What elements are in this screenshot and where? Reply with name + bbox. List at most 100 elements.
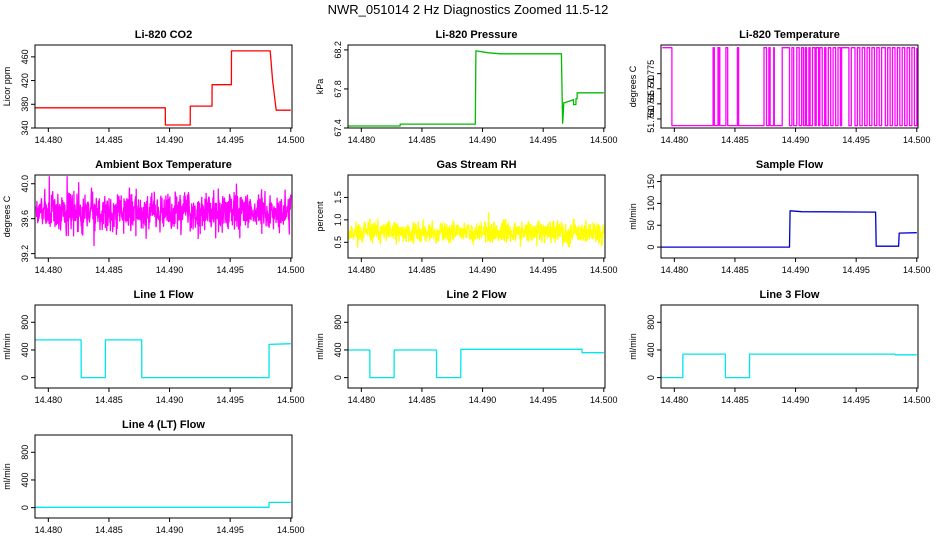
x-tick-label: 14.495: [842, 395, 870, 405]
y-tick-label: 400: [20, 342, 30, 357]
y-tick-label: 400: [20, 472, 30, 487]
x-tick-label: 14.500: [277, 395, 305, 405]
x-tick-label: 14.495: [842, 265, 870, 275]
x-tick-label: 14.485: [721, 265, 749, 275]
y-tick-label: 800: [20, 445, 30, 460]
chart-line-4-lt-flow: Line 4 (LT) Flow ml/min 14.480 14.485 14.490…: [2, 419, 305, 535]
series-line-pressure: [348, 50, 604, 127]
y-tick-label: 1.5: [333, 191, 343, 204]
x-tick-label: 14.490: [156, 525, 184, 535]
y-tick-label: 39.6: [20, 210, 30, 228]
x-tick-label: 14.480: [348, 265, 376, 275]
chart-gas-stream-rh: Gas Stream RH percent 14.480 14.485 14.490 14…: [315, 159, 618, 275]
x-tick-label: 14.500: [277, 135, 305, 145]
y-tick-label: 800: [20, 315, 30, 330]
y-tick-label: 400: [333, 342, 343, 357]
y-axis-label: degrees C: [2, 195, 12, 237]
chart-title: Li-820 Temperature: [739, 29, 840, 41]
y-axis-label: Licor ppm: [2, 67, 12, 107]
series-line-rh: [348, 211, 605, 248]
chart-line-3-flow: Line 3 Flow ml/min 14.480 14.485 14.490 14.49…: [628, 289, 931, 405]
y-tick-label: 1.0: [333, 214, 343, 227]
series-line-line-4: [35, 501, 291, 508]
plot-frame: [347, 174, 606, 259]
x-tick-label: 14.495: [529, 265, 557, 275]
x-tick-label: 14.495: [842, 135, 870, 145]
y-tick-label: 380: [20, 97, 30, 112]
x-tick-label: 14.485: [95, 525, 123, 535]
y-axis-label: ml/min: [2, 463, 12, 490]
x-tick-label: 14.500: [903, 395, 931, 405]
plot-frame: [660, 304, 919, 389]
series-line-line-3: [661, 353, 917, 379]
x-tick-label: 14.480: [661, 135, 689, 145]
x-tick-label: 14.480: [661, 395, 689, 405]
plot-area: [348, 50, 604, 127]
chart-sample-flow: Sample Flow ml/min 14.480 14.485 14.490 14.49…: [628, 159, 931, 275]
chart-title: Ambient Box Temperature: [95, 159, 232, 171]
x-tick-label: 14.495: [529, 395, 557, 405]
x-tick-label: 14.490: [156, 395, 184, 405]
x-tick-label: 14.485: [408, 265, 436, 275]
plot-area: [35, 50, 291, 126]
y-tick-label: 40.0: [20, 175, 30, 193]
chart-title: Gas Stream RH: [436, 159, 516, 171]
y-tick-label: 0: [20, 505, 30, 510]
chart-title: Sample Flow: [756, 159, 824, 171]
plot-area: [35, 339, 291, 379]
x-tick-label: 14.495: [216, 395, 244, 405]
x-tick-label: 14.500: [590, 135, 618, 145]
chart-li-820-co2: Li-820 CO2 Licor ppm 14.480 14.485 14.490 14.…: [2, 29, 305, 145]
chart-title: Li-820 CO2: [135, 29, 192, 41]
y-axis-label: percent: [315, 201, 325, 232]
x-tick-label: 14.485: [95, 135, 123, 145]
y-tick-label: 51.775: [646, 60, 656, 88]
plot-frame: [347, 44, 606, 129]
figure-title: NWR_051014 2 Hz Diagnostics Zoomed 11.5-…: [327, 2, 609, 17]
y-tick-label: 800: [646, 315, 656, 330]
plot-frame: [660, 174, 919, 259]
y-axis-label: ml/min: [315, 333, 325, 360]
chart-title: Line 3 Flow: [760, 289, 820, 301]
y-tick-label: 67.4: [333, 119, 343, 137]
y-tick-label: 420: [20, 73, 30, 88]
x-tick-label: 14.500: [277, 265, 305, 275]
plot-area: [35, 176, 292, 247]
x-tick-label: 14.500: [277, 525, 305, 535]
y-tick-label: 100: [646, 196, 656, 211]
y-tick-label: 51.760: [646, 105, 656, 133]
chart-title: Line 2 Flow: [447, 289, 507, 301]
y-tick-label: 340: [20, 120, 30, 135]
chart-line-2-flow: Line 2 Flow ml/min 14.480 14.485 14.490 14.49…: [315, 289, 618, 405]
x-tick-label: 14.480: [348, 135, 376, 145]
y-tick-label: 68.2: [333, 41, 343, 59]
x-tick-label: 14.485: [721, 395, 749, 405]
plot-frame: [34, 304, 293, 389]
y-tick-label: 0.5: [333, 236, 343, 249]
plot-frame: [34, 434, 293, 519]
y-axis-label: ml/min: [628, 333, 638, 360]
y-tick-label: 39.2: [20, 245, 30, 263]
x-tick-label: 14.480: [348, 395, 376, 405]
y-tick-label: 0: [646, 245, 656, 250]
x-tick-label: 14.490: [156, 135, 184, 145]
x-tick-label: 14.500: [903, 265, 931, 275]
series-line-co2: [35, 50, 291, 126]
x-tick-label: 14.495: [216, 135, 244, 145]
y-tick-label: 150: [646, 174, 656, 189]
y-axis-label: degrees C: [628, 65, 638, 107]
x-tick-label: 14.480: [35, 265, 63, 275]
x-tick-label: 14.490: [782, 395, 810, 405]
x-tick-label: 14.490: [469, 265, 497, 275]
y-tick-label: 50: [646, 220, 656, 230]
x-tick-label: 14.500: [590, 395, 618, 405]
x-tick-label: 14.480: [35, 135, 63, 145]
y-tick-label: 400: [646, 342, 656, 357]
x-tick-label: 14.485: [408, 395, 436, 405]
y-tick-label: 800: [333, 315, 343, 330]
x-tick-label: 14.490: [469, 395, 497, 405]
x-tick-label: 14.495: [529, 135, 557, 145]
x-tick-label: 14.480: [35, 395, 63, 405]
